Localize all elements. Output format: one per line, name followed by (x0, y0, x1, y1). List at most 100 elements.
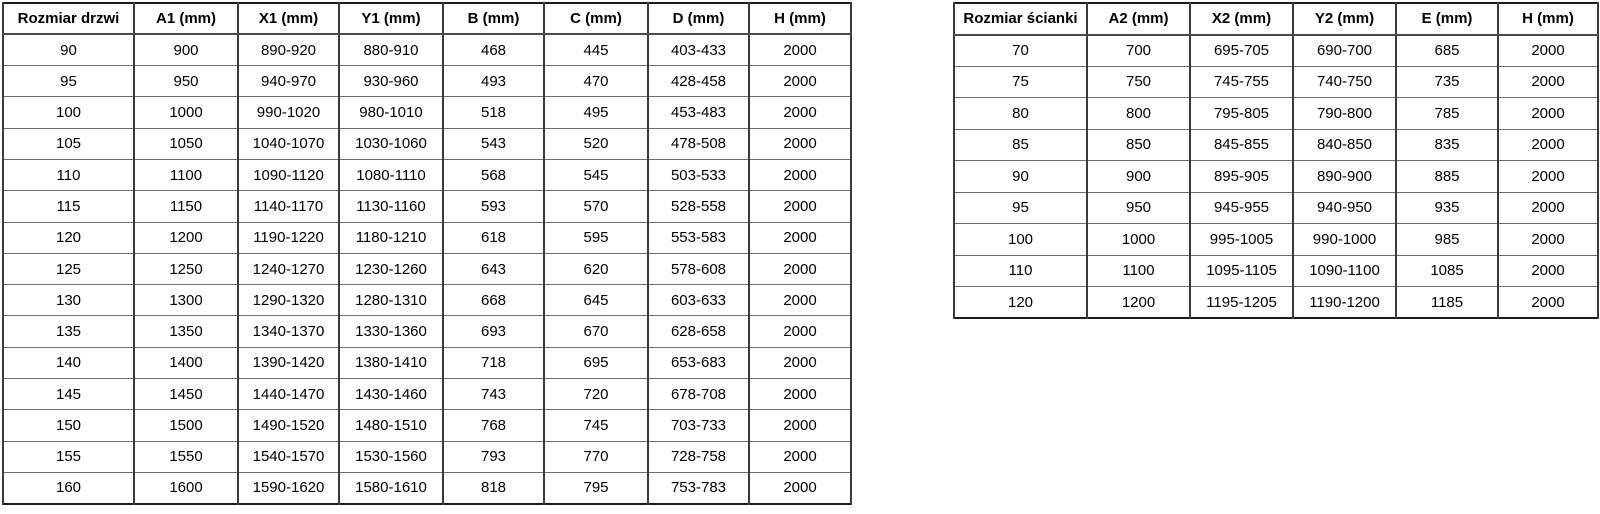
table-row: 145 1450 1440-1470 1430-1460 743 720 678-708 20… (2, 378, 852, 411)
table-row: 90 900 895-905 890-900 885 2000 (953, 160, 1599, 193)
table-cell: 785 (1395, 97, 1499, 130)
table-row: 80 800 795-805 790-800 785 2000 (953, 97, 1599, 130)
table-cell: 428-458 (647, 65, 750, 98)
table-cell: 790-800 (1292, 97, 1397, 130)
table-cell: 845-855 (1189, 128, 1294, 161)
table-cell: 685 (1395, 34, 1499, 67)
table-cell: 160 (2, 471, 135, 505)
table-cell: 940-970 (237, 65, 340, 98)
table-cell: 620 (543, 252, 649, 286)
table-cell: 753-783 (647, 471, 750, 505)
table-cell: 453-483 (647, 96, 750, 129)
table-cell: 980-1010 (338, 96, 444, 129)
table-cell: 628-658 (647, 315, 750, 348)
table-cell: 1100 (1086, 254, 1191, 287)
table-cell: 1200 (1086, 286, 1191, 319)
table-cell: 985 (1395, 223, 1499, 256)
table-cell: 890-900 (1292, 160, 1397, 193)
column-header: D (mm) (647, 2, 750, 36)
table-cell: 1550 (133, 440, 239, 473)
table-cell: 578-608 (647, 252, 750, 286)
table-cell: 1090-1120 (237, 158, 340, 192)
table-cell: 543 (442, 127, 545, 160)
table-row: 105 1050 1040-1070 1030-1060 543 520 478-508 20… (2, 127, 852, 160)
table-cell: 800 (1086, 97, 1191, 130)
table-cell: 1000 (1086, 223, 1191, 256)
column-header: Y2 (mm) (1292, 2, 1397, 36)
table-cell: 2000 (748, 440, 852, 473)
table-cell: 718 (442, 346, 545, 380)
table-cell: 885 (1395, 160, 1499, 193)
table-cell: 740-750 (1292, 65, 1397, 98)
table-cell: 835 (1395, 128, 1499, 161)
table-cell: 1090-1100 (1292, 254, 1397, 287)
table-row: 125 1250 1240-1270 1230-1260 643 620 578-608 20… (2, 252, 852, 286)
table-header-row: Rozmiar ścianki A2 (mm) X2 (mm) Y2 (mm) E (m… (953, 2, 1599, 36)
table-cell: 1530-1560 (338, 440, 444, 473)
table-cell: 553-583 (647, 221, 750, 254)
table-cell: 90 (953, 160, 1088, 193)
door-sizes-table: Rozmiar drzwi A1 (mm) X1 (mm) Y1 (mm) B (mm)… (2, 2, 852, 505)
table-cell: 120 (953, 286, 1088, 319)
table-cell: 503-533 (647, 158, 750, 192)
table-cell: 95 (953, 191, 1088, 224)
table-cell: 1490-1520 (237, 409, 340, 442)
table-cell: 1250 (133, 252, 239, 286)
table-row: 150 1500 1490-1520 1480-1510 768 745 703-733 20… (2, 409, 852, 442)
table-cell: 2000 (748, 158, 852, 192)
table-cell: 643 (442, 252, 545, 286)
table-cell: 2000 (748, 409, 852, 442)
column-header: E (mm) (1395, 2, 1499, 36)
table-cell: 950 (133, 65, 239, 98)
table-cell: 618 (442, 221, 545, 254)
table-cell: 145 (2, 378, 135, 411)
table-cell: 1450 (133, 378, 239, 411)
table-cell: 935 (1395, 191, 1499, 224)
table-cell: 150 (2, 409, 135, 442)
table-cell: 2000 (1497, 223, 1599, 256)
table-cell: 518 (442, 96, 545, 129)
table-cell: 703-733 (647, 409, 750, 442)
table-cell: 750 (1086, 65, 1191, 98)
table-cell: 2000 (1497, 65, 1599, 98)
table-row: 120 1200 1195-1205 1190-1200 1185 2000 (953, 286, 1599, 319)
table-cell: 105 (2, 127, 135, 160)
table-cell: 2000 (1497, 34, 1599, 67)
table-cell: 125 (2, 252, 135, 286)
table-cell: 603-633 (647, 284, 750, 317)
column-header: Rozmiar ścianki (953, 2, 1088, 36)
table-cell: 880-910 (338, 33, 444, 67)
table-cell: 110 (953, 254, 1088, 287)
table-cell: 1240-1270 (237, 252, 340, 286)
table-cell: 900 (133, 33, 239, 67)
table-cell: 520 (543, 127, 649, 160)
table-row: 155 1550 1540-1570 1530-1560 793 770 728-758 20… (2, 440, 852, 473)
table-cell: 1280-1310 (338, 284, 444, 317)
table-cell: 693 (442, 315, 545, 348)
table-cell: 120 (2, 221, 135, 254)
table-cell: 1140-1170 (237, 190, 340, 223)
table-cell: 445 (543, 33, 649, 67)
wall-sizes-table: Rozmiar ścianki A2 (mm) X2 (mm) Y2 (mm) E (m… (953, 2, 1599, 319)
table-cell: 110 (2, 158, 135, 192)
table-cell: 1340-1370 (237, 315, 340, 348)
table-cell: 1300 (133, 284, 239, 317)
table-cell: 1195-1205 (1189, 286, 1294, 319)
table-cell: 850 (1086, 128, 1191, 161)
table-row: 135 1350 1340-1370 1330-1360 693 670 628-658 20… (2, 315, 852, 348)
table-cell: 70 (953, 34, 1088, 67)
table-row: 100 1000 995-1005 990-1000 985 2000 (953, 223, 1599, 256)
table-cell: 2000 (748, 252, 852, 286)
table-row: 95 950 940-970 930-960 493 470 428-458 2000 (2, 65, 852, 98)
table-cell: 940-950 (1292, 191, 1397, 224)
table-cell: 2000 (748, 284, 852, 317)
table-cell: 945-955 (1189, 191, 1294, 224)
table-cell: 1440-1470 (237, 378, 340, 411)
table-row: 115 1150 1140-1170 1130-1160 593 570 528-558 20… (2, 190, 852, 223)
table-row: 110 1100 1095-1105 1090-1100 1085 2000 (953, 254, 1599, 287)
table-cell: 1580-1610 (338, 471, 444, 505)
table-cell: 745-755 (1189, 65, 1294, 98)
table-cell: 895-905 (1189, 160, 1294, 193)
table-cell: 1095-1105 (1189, 254, 1294, 287)
table-cell: 795 (543, 471, 649, 505)
